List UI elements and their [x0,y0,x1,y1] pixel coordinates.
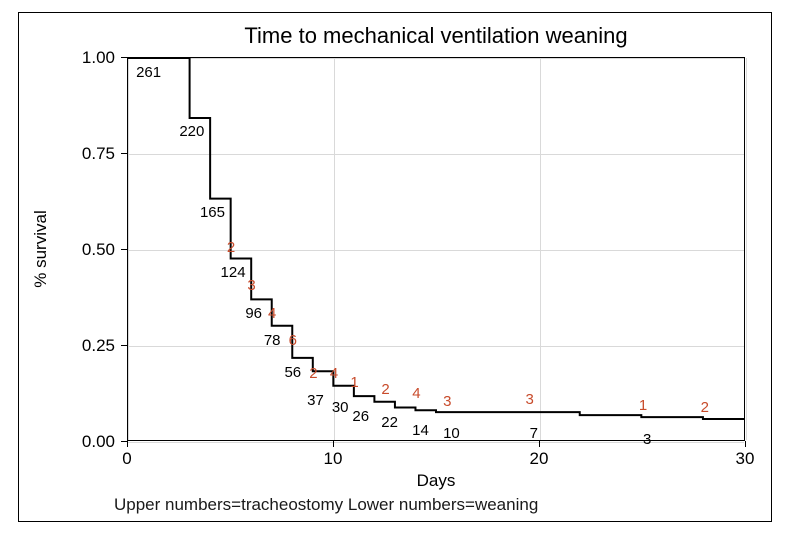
tracheostomy-label: 4 [330,365,338,382]
weaning-label: 37 [307,392,324,409]
weaning-label: 261 [136,64,161,81]
y-tick-label: 0.25 [82,336,115,356]
chart-title: Time to mechanical ventilation weaning [244,23,627,49]
weaning-label: 10 [443,425,460,442]
weaning-label: 96 [245,305,262,322]
x-tick-label: 0 [122,449,131,469]
tracheostomy-label: 3 [526,391,534,408]
x-tick-label: 30 [736,449,755,469]
weaning-label: 3 [643,431,651,448]
x-tick [539,441,540,447]
x-tick-label: 10 [324,449,343,469]
weaning-label: 22 [381,414,398,431]
y-tick-label: 0.00 [82,432,115,452]
tracheostomy-label: 4 [268,305,276,322]
tracheostomy-label: 1 [639,397,647,414]
y-axis-label: % survival [31,210,51,287]
y-tick-label: 0.50 [82,240,115,260]
weaning-label: 124 [221,264,246,281]
gridline-v [746,58,747,440]
weaning-label: 30 [332,399,349,416]
y-tick [121,153,127,154]
tracheostomy-label: 3 [247,277,255,294]
y-tick [121,249,127,250]
x-tick [333,441,334,447]
tracheostomy-label: 4 [412,385,420,402]
x-tick [745,441,746,447]
weaning-label: 220 [179,123,204,140]
chart-frame: 2346241243312261220165124967856373026221… [18,12,772,522]
tracheostomy-label: 2 [227,239,235,256]
y-tick-label: 0.75 [82,144,115,164]
weaning-label: 7 [530,425,538,442]
x-axis-label: Days [417,471,456,491]
y-tick [121,57,127,58]
weaning-label: 78 [264,332,281,349]
tracheostomy-label: 2 [309,365,317,382]
page: 2346241243312261220165124967856373026221… [0,0,790,534]
tracheostomy-label: 2 [701,399,709,416]
weaning-label: 56 [284,364,301,381]
survival-step-line [128,58,744,440]
x-tick [127,441,128,447]
weaning-label: 14 [412,422,429,439]
weaning-label: 26 [352,408,369,425]
plot-area: 2346241243312261220165124967856373026221… [127,57,745,441]
x-tick-label: 20 [530,449,549,469]
tracheostomy-label: 1 [350,374,358,391]
tracheostomy-label: 6 [289,332,297,349]
weaning-label: 165 [200,204,225,221]
legend-caption: Upper numbers=tracheostomy Lower numbers… [114,495,538,515]
tracheostomy-label: 3 [443,393,451,410]
tracheostomy-label: 2 [381,381,389,398]
gridline-h [128,442,744,443]
y-tick [121,345,127,346]
y-tick-label: 1.00 [82,48,115,68]
